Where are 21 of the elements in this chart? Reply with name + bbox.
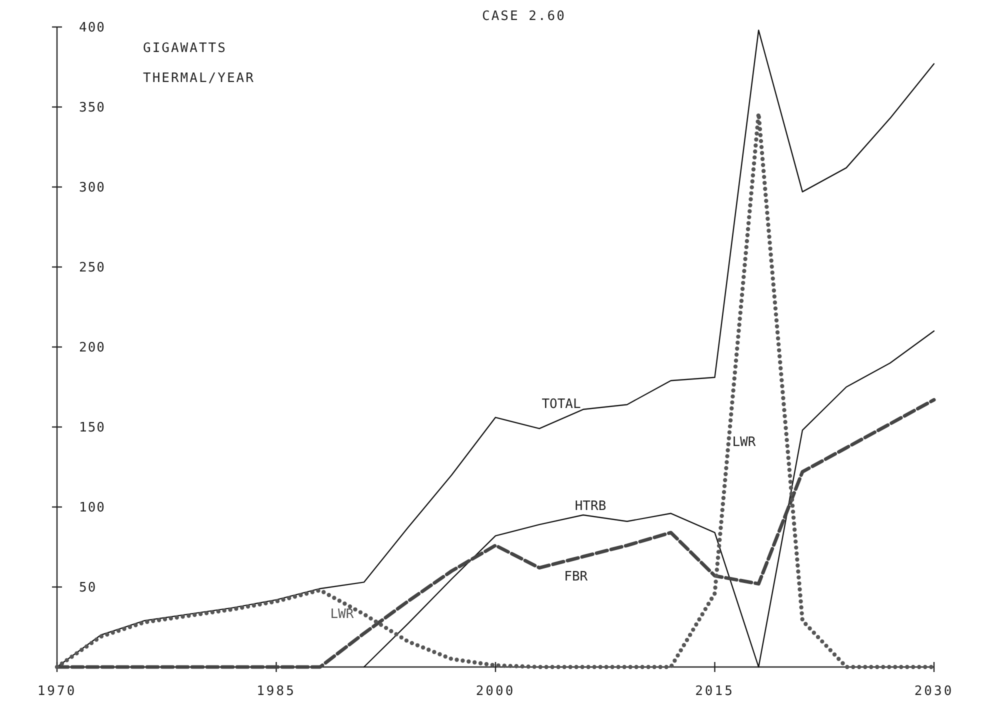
y-tick-label: 350 bbox=[79, 100, 106, 116]
x-tick-label: 2000 bbox=[476, 684, 516, 699]
line-series bbox=[363, 330, 935, 668]
series-label: TOTAL bbox=[542, 396, 582, 412]
chart-title: CASE 2.60 bbox=[482, 9, 566, 24]
y-axis-title: GIGAWATTS THERMAL/YEAR bbox=[143, 41, 255, 86]
y-tick-label: 300 bbox=[79, 180, 106, 196]
x-tick-label: 1985 bbox=[256, 684, 296, 699]
x-tick-label: 2030 bbox=[914, 684, 954, 699]
y-tick-label: 250 bbox=[79, 260, 106, 276]
x-tick-label: 1970 bbox=[37, 684, 77, 699]
y-tick-label: 100 bbox=[79, 500, 106, 516]
x-tick-label: 2015 bbox=[695, 684, 734, 699]
y-tick-label: 50 bbox=[79, 580, 97, 596]
series-label: FBR bbox=[564, 570, 588, 585]
y-tick-label: 200 bbox=[79, 340, 106, 356]
series-label: LWR bbox=[732, 435, 756, 450]
annotation: LWR bbox=[330, 607, 354, 622]
y-tick-label: 150 bbox=[79, 420, 106, 436]
series-label: HTRB bbox=[574, 499, 606, 514]
y-tick-label: 400 bbox=[79, 20, 106, 36]
